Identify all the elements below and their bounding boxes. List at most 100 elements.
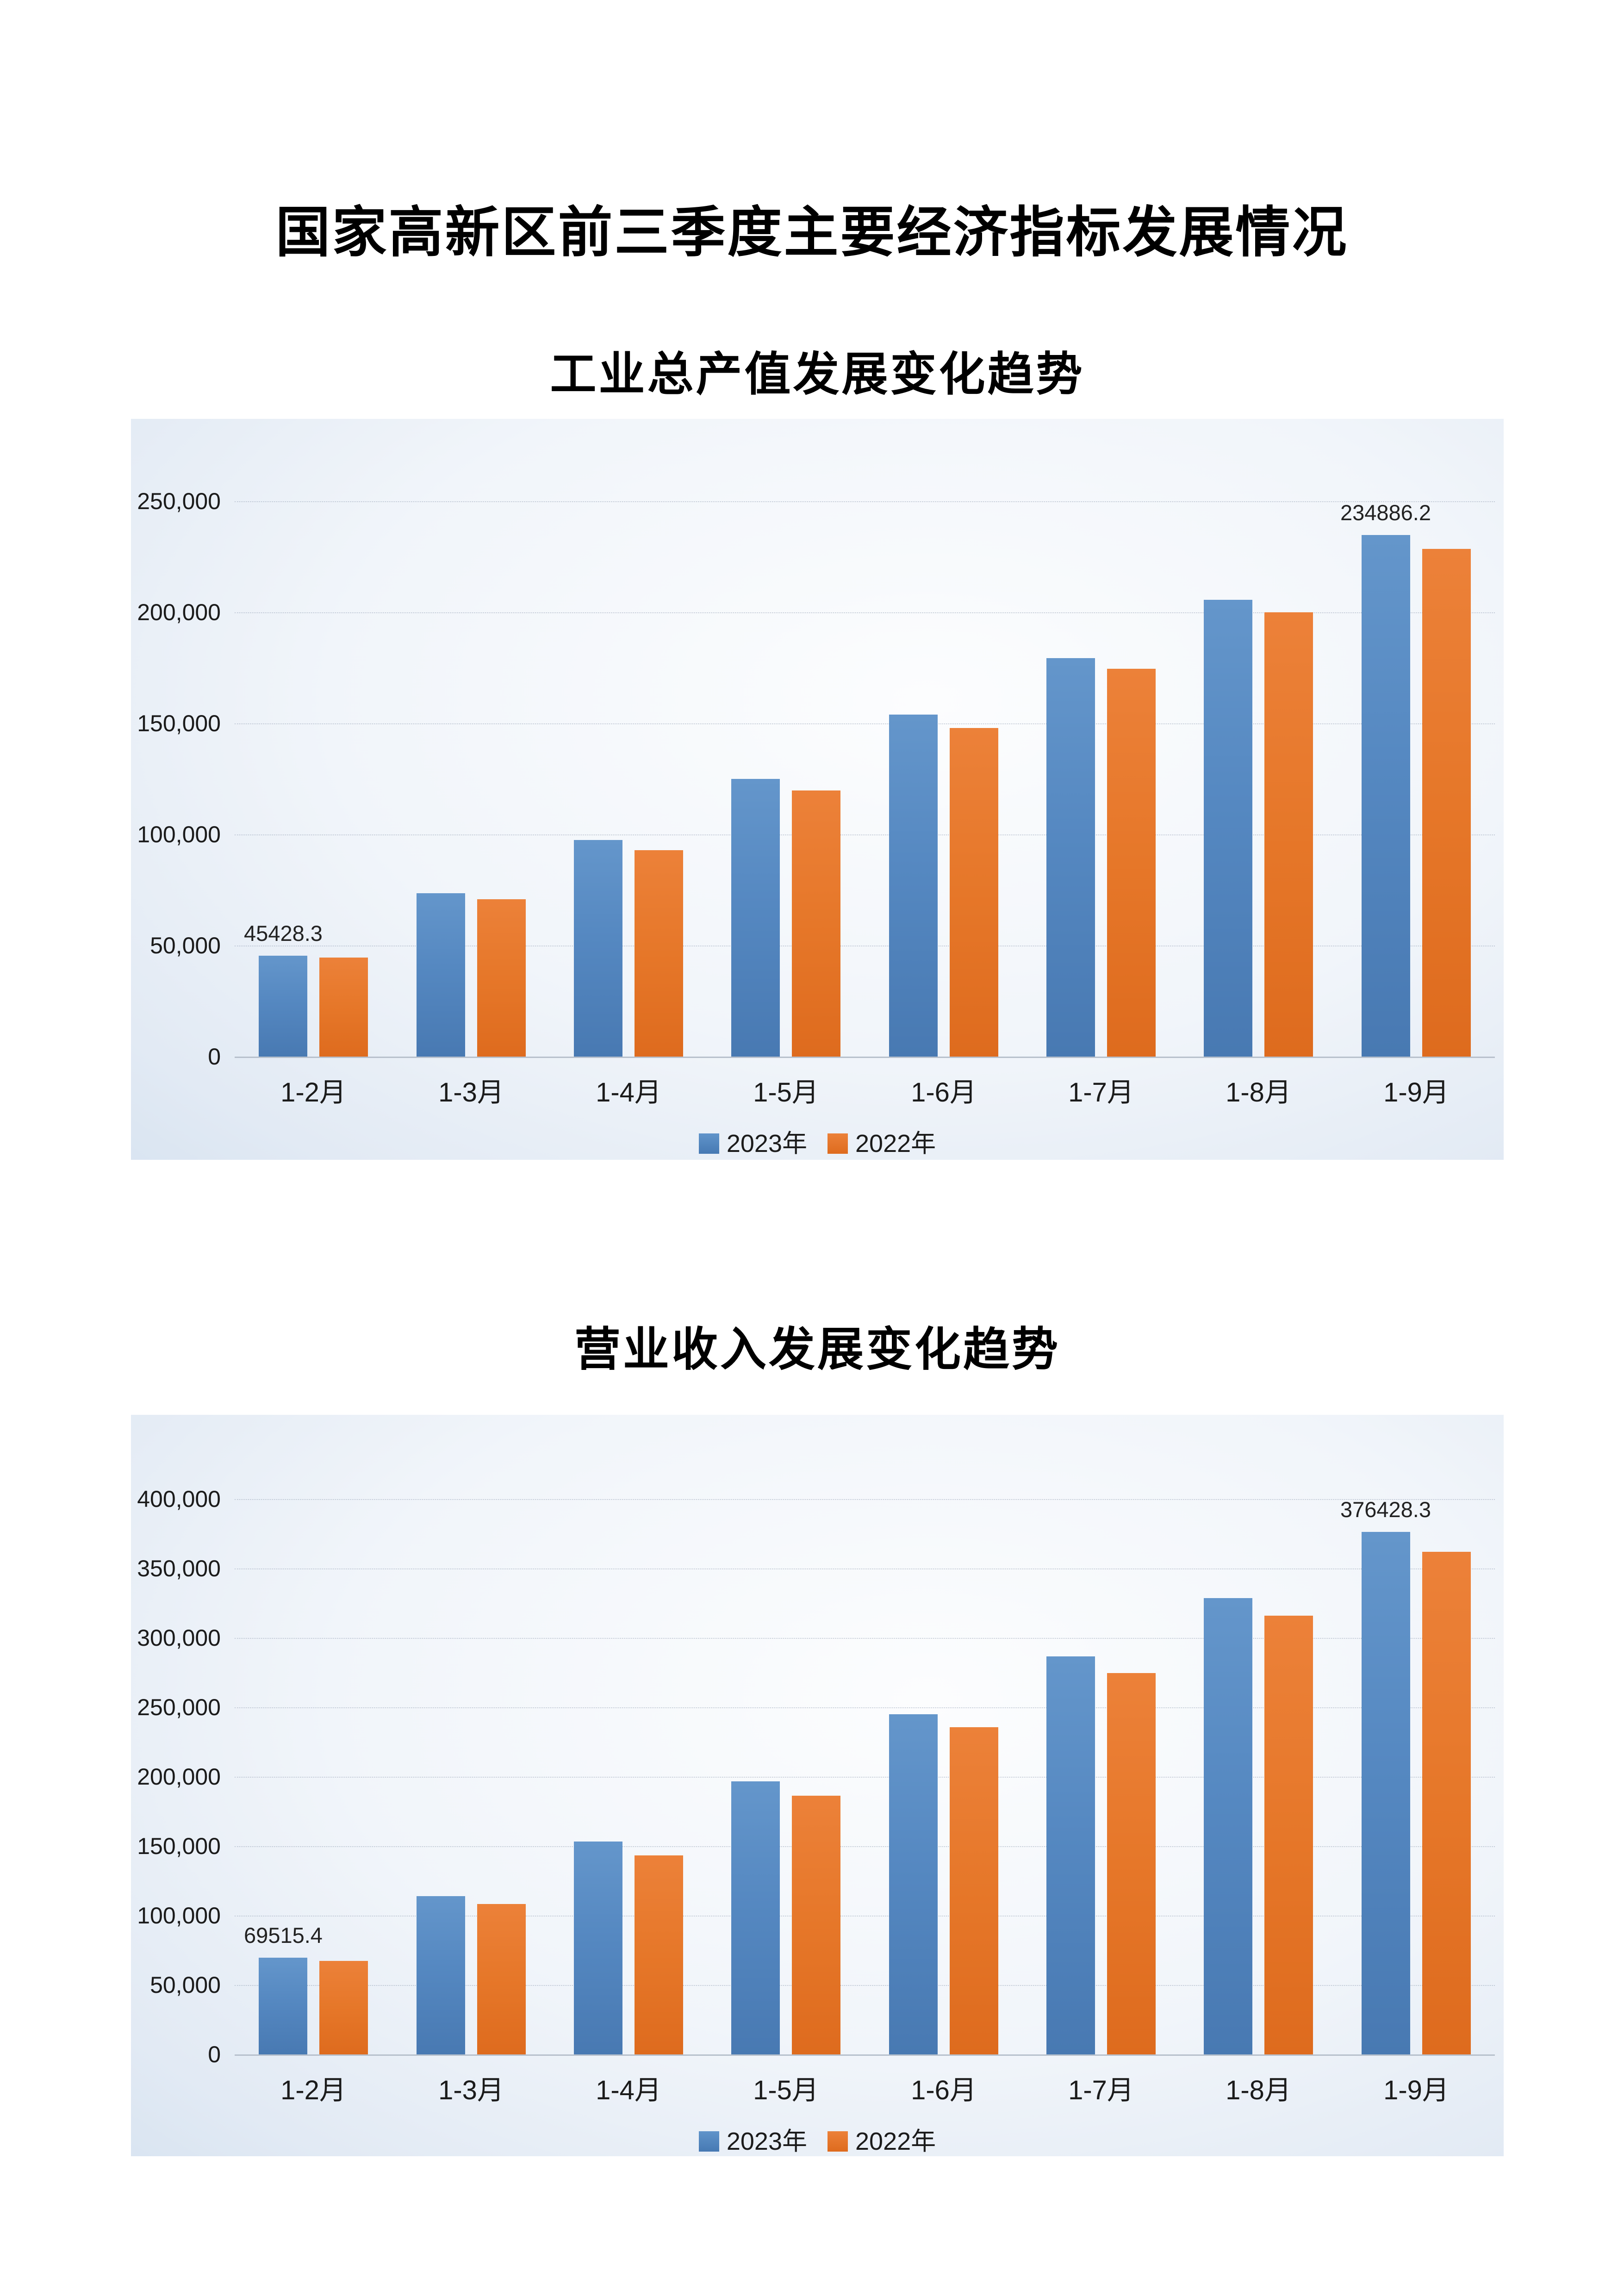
bar-2023-cat4 xyxy=(731,1781,780,2054)
bar-2022-cat8 xyxy=(1422,549,1471,1057)
x-axis-label: 1-8月 xyxy=(1226,1077,1291,1108)
bar-2022-cat4 xyxy=(792,790,840,1057)
bar-2022-cat2 xyxy=(477,1904,526,2054)
chart1-panel: 0 50,000 100,000 150,000 200,000 250,000 45428… xyxy=(131,419,1504,1160)
bar-2022-cat6 xyxy=(1107,669,1156,1057)
gridline xyxy=(235,1568,1495,1569)
bar-2023-cat1 xyxy=(259,1958,307,2054)
bar-2023-cat2 xyxy=(417,893,465,1057)
x-axis-label: 1-6月 xyxy=(911,2075,977,2105)
x-axis-label: 1-8月 xyxy=(1226,2075,1291,2105)
bar-2023-cat4 xyxy=(731,779,780,1057)
y-axis-label: 150,000 xyxy=(137,1833,221,1859)
bar-2022-cat1 xyxy=(319,958,368,1057)
bar-2022-cat7 xyxy=(1264,612,1313,1057)
legend-label-2023: 2023年 xyxy=(726,2128,807,2155)
legend-swatch-2023 xyxy=(698,2131,719,2152)
chart2-panel: 0 50,000 100,000 150,000 200,000 250,000 300,0… xyxy=(131,1415,1504,2156)
gridline xyxy=(235,1499,1495,1500)
x-axis-label: 1-5月 xyxy=(753,1077,819,1108)
chart1-title: 工业总产值发展变化趋势 xyxy=(550,349,1085,400)
legend-swatch-2023 xyxy=(698,1133,719,1154)
y-axis-label: 0 xyxy=(208,2041,221,2067)
y-axis-label: 50,000 xyxy=(150,933,221,958)
legend-item-2023: 2023年 xyxy=(698,1130,807,1157)
gridline xyxy=(235,1707,1495,1708)
bar-2022-cat5 xyxy=(950,728,998,1057)
y-axis-label: 150,000 xyxy=(137,710,221,736)
bar-2023-cat7 xyxy=(1204,1598,1252,2054)
x-axis-label: 1-5月 xyxy=(753,2075,819,2105)
legend-item-2022: 2022年 xyxy=(828,2128,936,2155)
bar-2022-cat7 xyxy=(1264,1616,1313,2054)
legend-swatch-2022 xyxy=(828,1133,848,1154)
bar-2023-cat5 xyxy=(889,715,938,1057)
y-axis-label: 100,000 xyxy=(137,821,221,847)
x-axis-label: 1-4月 xyxy=(596,2075,661,2105)
legend-item-2023: 2023年 xyxy=(698,2128,807,2155)
x-axis-line xyxy=(235,1057,1495,1058)
bar-2022-cat3 xyxy=(635,850,683,1057)
legend-label-2022: 2022年 xyxy=(855,1130,936,1157)
bar-2023-cat5 xyxy=(889,1714,938,2054)
y-axis-label: 400,000 xyxy=(137,1486,221,1512)
gridline xyxy=(235,1846,1495,1847)
gridline xyxy=(235,501,1495,502)
y-axis-label: 0 xyxy=(208,1044,221,1070)
bar-2022-cat4 xyxy=(792,1796,840,2054)
legend: 2023年 2022年 xyxy=(131,1130,1504,1157)
gridline xyxy=(235,1985,1495,1986)
chart2-title: 营业收入发展变化趋势 xyxy=(574,1324,1060,1375)
x-axis-label: 1-3月 xyxy=(438,1077,504,1108)
bar-2023-cat6 xyxy=(1046,658,1095,1057)
legend-swatch-2022 xyxy=(828,2131,848,2152)
bar-2023-cat3 xyxy=(574,1842,622,2054)
bar-value-label: 45428.3 xyxy=(244,921,323,946)
gridline xyxy=(235,723,1495,724)
y-axis-label: 300,000 xyxy=(137,1625,221,1651)
y-axis-label: 200,000 xyxy=(137,1764,221,1790)
x-axis-label: 1-7月 xyxy=(1068,1077,1134,1108)
bar-2023-cat8 xyxy=(1362,1532,1410,2054)
bar-2022-cat6 xyxy=(1107,1673,1156,2054)
y-axis-label: 250,000 xyxy=(137,1694,221,1720)
legend-label-2022: 2022年 xyxy=(855,2128,936,2155)
bar-2023-cat6 xyxy=(1046,1656,1095,2054)
page-title: 国家高新区前三季度主要经济指标发展情况 xyxy=(275,202,1349,263)
x-axis-label: 1-9月 xyxy=(1383,2075,1449,2105)
x-axis-label: 1-6月 xyxy=(911,1077,977,1108)
gridline xyxy=(235,1777,1495,1778)
y-axis-label: 350,000 xyxy=(137,1556,221,1581)
x-axis-label: 1-2月 xyxy=(280,1077,346,1108)
legend: 2023年 2022年 xyxy=(131,2128,1504,2155)
bar-2022-cat1 xyxy=(319,1961,368,2054)
bar-2023-cat7 xyxy=(1204,600,1252,1057)
gridline xyxy=(235,1638,1495,1639)
bar-2022-cat3 xyxy=(635,1855,683,2054)
legend-item-2022: 2022年 xyxy=(828,1130,936,1157)
bar-value-label: 376428.3 xyxy=(1340,1497,1431,1522)
bar-2022-cat8 xyxy=(1422,1552,1471,2054)
bar-2023-cat3 xyxy=(574,840,622,1057)
x-axis-label: 1-4月 xyxy=(596,1077,661,1108)
bar-2023-cat1 xyxy=(259,956,307,1057)
bar-value-label: 69515.4 xyxy=(244,1923,323,1948)
x-axis-line xyxy=(235,2054,1495,2056)
x-axis-label: 1-2月 xyxy=(280,2075,346,2105)
gridline xyxy=(235,834,1495,835)
y-axis-label: 200,000 xyxy=(137,599,221,625)
y-axis-label: 50,000 xyxy=(150,1972,221,1998)
x-axis-label: 1-3月 xyxy=(438,2075,504,2105)
x-axis-label: 1-7月 xyxy=(1068,2075,1134,2105)
bar-2023-cat2 xyxy=(417,1896,465,2054)
gridline xyxy=(235,612,1495,613)
bar-2023-cat8 xyxy=(1362,535,1410,1057)
y-axis-label: 100,000 xyxy=(137,1903,221,1929)
y-axis-label: 250,000 xyxy=(137,488,221,514)
bar-value-label: 234886.2 xyxy=(1340,500,1431,525)
bar-2022-cat5 xyxy=(950,1727,998,2054)
x-axis-label: 1-9月 xyxy=(1383,1077,1449,1108)
bar-2022-cat2 xyxy=(477,899,526,1057)
legend-label-2023: 2023年 xyxy=(726,1130,807,1157)
